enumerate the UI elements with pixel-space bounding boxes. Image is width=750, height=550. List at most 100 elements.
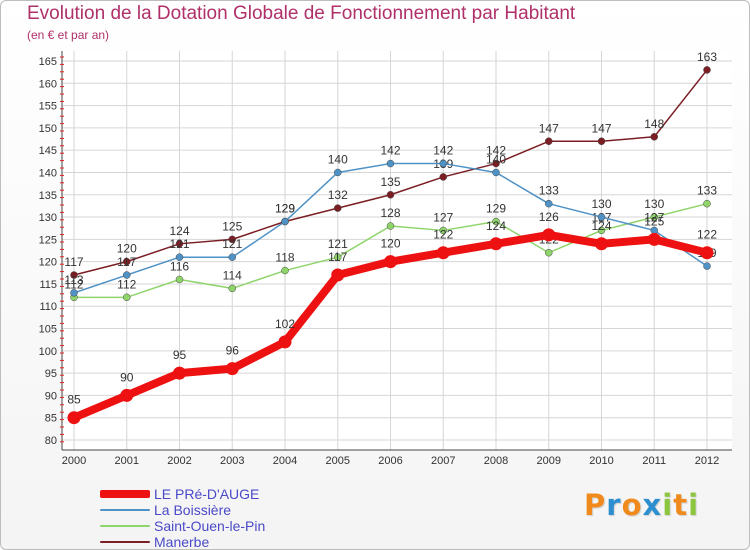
y-tick-label: 100 xyxy=(39,346,57,358)
data-label: 124 xyxy=(169,224,189,238)
y-tick-label: 145 xyxy=(39,145,57,157)
data-label: 116 xyxy=(170,259,189,273)
x-tick-label: 2007 xyxy=(431,455,455,467)
data-point xyxy=(70,289,78,297)
logo-letter: i xyxy=(662,488,674,522)
y-tick-label: 105 xyxy=(39,324,57,336)
data-label: 117 xyxy=(117,255,136,269)
data-point xyxy=(334,204,342,212)
data-label: 96 xyxy=(226,344,240,358)
y-tick-label: 120 xyxy=(39,257,57,269)
data-point xyxy=(545,248,553,257)
legend-label: Manerbe xyxy=(154,534,210,550)
data-point xyxy=(545,137,553,146)
data-point xyxy=(123,293,131,302)
data-label: 129 xyxy=(275,202,295,216)
x-tick-label: 2009 xyxy=(537,455,561,467)
data-label: 147 xyxy=(591,121,611,135)
data-point xyxy=(595,237,608,251)
data-point xyxy=(703,66,711,74)
data-label: 133 xyxy=(697,184,717,198)
data-point xyxy=(228,253,236,261)
x-tick-label: 2002 xyxy=(167,455,191,467)
data-point xyxy=(439,226,447,235)
logo-letter: i xyxy=(688,488,700,522)
data-point xyxy=(492,217,500,226)
data-label: 142 xyxy=(380,144,400,158)
data-label: 125 xyxy=(222,219,242,233)
data-point xyxy=(173,366,186,380)
data-point xyxy=(228,235,236,244)
data-label: 147 xyxy=(539,121,559,135)
x-tick-label: 2005 xyxy=(326,455,350,467)
y-tick-label: 140 xyxy=(39,167,57,179)
data-label: 129 xyxy=(486,202,506,216)
data-label: 121 xyxy=(222,237,242,251)
data-point xyxy=(228,284,236,293)
legend-label: La Boissière xyxy=(154,502,232,518)
data-point xyxy=(225,362,239,376)
data-label: 129 xyxy=(275,202,295,216)
data-point xyxy=(439,159,447,168)
data-label: 140 xyxy=(328,152,348,166)
data-label: 140 xyxy=(486,152,506,166)
x-tick-label: 2011 xyxy=(642,455,666,467)
data-label: 122 xyxy=(433,228,453,242)
data-point xyxy=(386,222,395,230)
y-tick-label: 125 xyxy=(39,234,57,246)
data-label: 117 xyxy=(64,255,83,269)
y-tick-label: 130 xyxy=(39,212,57,224)
data-point xyxy=(386,159,395,168)
plot-area xyxy=(62,51,732,450)
data-label: 112 xyxy=(64,277,83,291)
legend-swatch xyxy=(100,509,150,511)
data-point xyxy=(386,191,395,199)
data-label: 114 xyxy=(223,268,242,282)
data-point xyxy=(436,246,450,260)
data-label: 126 xyxy=(539,210,559,224)
x-tick-label: 2004 xyxy=(273,455,297,467)
legend-swatch xyxy=(100,541,150,543)
data-point xyxy=(175,253,184,261)
data-point xyxy=(597,213,606,221)
logo-letter: o xyxy=(621,488,643,522)
legend-label: Saint-Ouen-le-Pin xyxy=(154,518,266,534)
data-point xyxy=(542,228,556,242)
y-tick-label: 95 xyxy=(45,368,57,380)
chart-title: Evolution de la Dotation Globale de Fonc… xyxy=(27,3,576,24)
data-point xyxy=(123,271,131,279)
logo-letter: r xyxy=(606,488,622,522)
data-point xyxy=(175,240,184,248)
data-point xyxy=(700,246,714,260)
y-tick-label: 85 xyxy=(45,413,57,425)
data-point xyxy=(120,388,134,402)
x-tick-label: 2006 xyxy=(378,455,402,467)
data-point xyxy=(334,253,342,261)
data-label: 148 xyxy=(644,117,664,131)
data-label: 90 xyxy=(120,370,134,384)
data-label: 102 xyxy=(275,317,295,331)
logo-letter: x xyxy=(642,488,663,522)
chart-subtitle: (en € et par an) xyxy=(27,28,110,42)
y-tick-label: 135 xyxy=(39,190,57,202)
data-point xyxy=(70,271,78,279)
y-tick-label: 110 xyxy=(39,301,57,313)
data-label: 112 xyxy=(117,277,136,291)
y-tick-label: 90 xyxy=(45,390,57,402)
data-label: 120 xyxy=(117,242,137,256)
data-point xyxy=(703,262,711,270)
data-label: 142 xyxy=(486,144,506,158)
data-point xyxy=(281,266,289,275)
y-tick-label: 165 xyxy=(39,56,57,68)
data-label: 124 xyxy=(486,219,506,233)
legend-swatch xyxy=(100,490,150,498)
data-point xyxy=(647,232,661,246)
data-point xyxy=(384,255,397,269)
data-label: 163 xyxy=(697,50,717,64)
data-label: 121 xyxy=(169,237,189,251)
data-point xyxy=(545,199,553,208)
y-tick-label: 155 xyxy=(39,101,57,113)
logo-letter: P xyxy=(584,488,607,522)
data-point xyxy=(650,133,658,141)
